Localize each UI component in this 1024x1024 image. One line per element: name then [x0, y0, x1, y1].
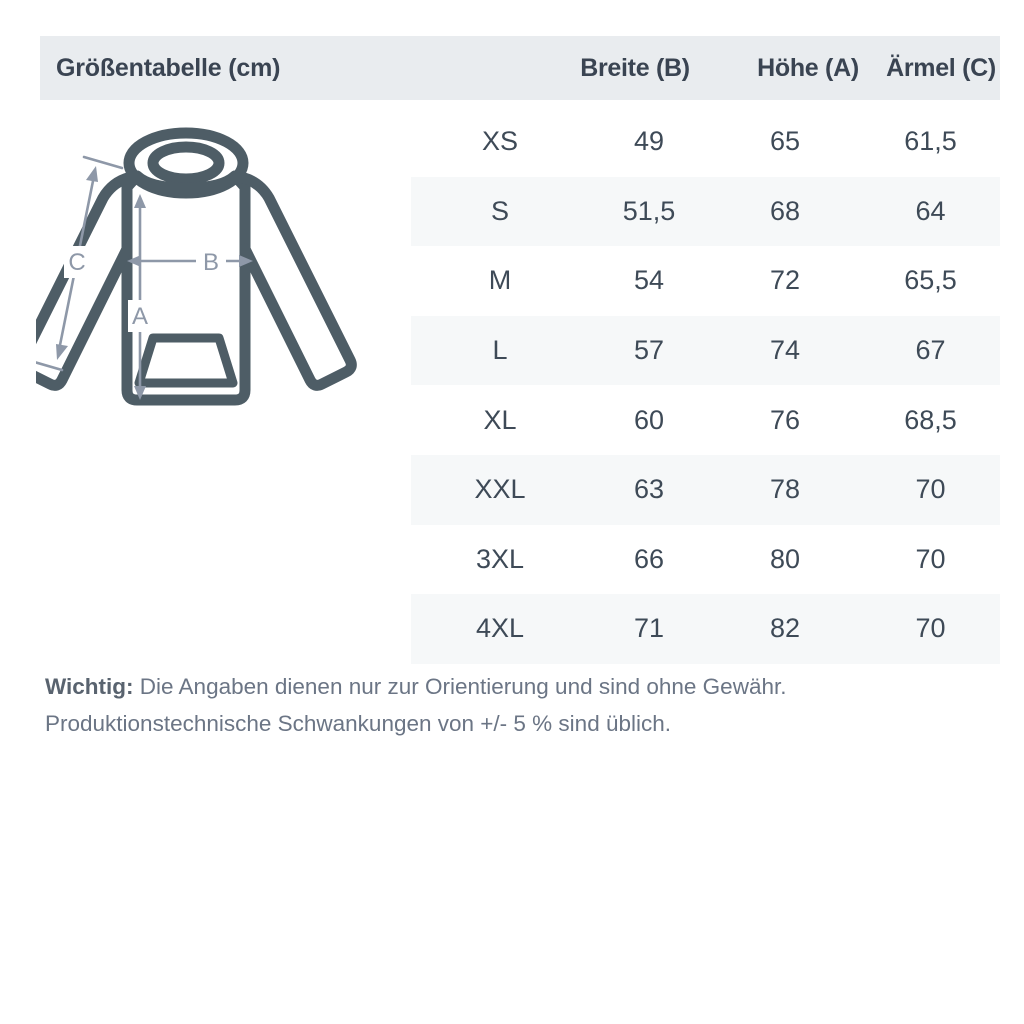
cell-aermel: 64 [915, 195, 946, 226]
cell-aermel: 61,5 [904, 126, 957, 157]
cell-aermel: 68,5 [904, 404, 957, 435]
hoodie-body [121, 170, 251, 406]
cell-breite: 57 [633, 335, 665, 366]
cell-hoehe: 80 [769, 543, 801, 574]
hood-inner [147, 141, 225, 185]
footnote: Wichtig: Die Angaben dienen nur zur Orie… [45, 668, 995, 742]
cell-size: XL [483, 404, 517, 435]
cell-size: L [492, 335, 508, 366]
cell-breite: 49 [633, 126, 665, 157]
label-a: A [132, 303, 148, 330]
dimension-b: B [127, 248, 253, 276]
footnote-lead: Wichtig: [45, 674, 134, 699]
cell-breite: 66 [633, 543, 665, 574]
left-sleeve [36, 170, 143, 391]
cell-breite: 51,5 [622, 195, 676, 226]
size-table-rows: XS 49 65 61,5 S 51,5 68 64 M 54 72 65,5 L 57 74 67 XL 60 7… [411, 107, 1000, 664]
cell-hoehe: 74 [769, 335, 801, 366]
cell-size: XXL [474, 474, 526, 505]
cell-breite: 71 [633, 613, 665, 644]
cell-hoehe: 82 [769, 613, 801, 644]
cell-breite: 60 [633, 404, 665, 435]
cell-aermel: 70 [915, 474, 946, 505]
table-row: XXL 63 78 70 [411, 454, 1000, 525]
table-row: 3XL 66 80 70 [411, 524, 1000, 595]
cell-size: 4XL [475, 613, 525, 644]
label-c: C [68, 249, 85, 276]
table-header-band: Größentabelle (cm) Breite (B) Höhe (A) Ä… [40, 36, 1000, 100]
cell-hoehe: 72 [769, 265, 801, 296]
cell-aermel: 70 [915, 613, 946, 644]
column-header-aermel: Ärmel (C) [886, 53, 996, 82]
column-header-breite: Breite (B) [580, 53, 690, 82]
page-title: Größentabelle (cm) [56, 53, 281, 82]
cell-hoehe: 68 [769, 195, 801, 226]
cell-size: XS [481, 126, 519, 157]
dimension-c: C [36, 155, 124, 372]
cell-aermel: 67 [915, 335, 946, 366]
dimension-annotations: B A [36, 155, 253, 400]
column-header-hoehe: Höhe (A) [757, 53, 859, 82]
table-row: M 54 72 65,5 [411, 246, 1000, 316]
cell-size: S [490, 195, 509, 226]
cell-hoehe: 76 [769, 404, 801, 435]
cell-size: 3XL [475, 543, 525, 574]
table-row: XS 49 65 61,5 [411, 107, 1000, 177]
table-row: 4XL 71 82 70 [411, 594, 1000, 664]
cell-size: M [488, 265, 512, 296]
cell-aermel: 65,5 [904, 265, 957, 296]
cell-hoehe: 65 [769, 126, 801, 157]
table-row: L 57 74 67 [411, 315, 1000, 386]
cell-breite: 63 [633, 474, 665, 505]
kangaroo-pocket [134, 333, 238, 388]
cell-hoehe: 78 [769, 474, 801, 505]
hoodie-icon [36, 127, 357, 406]
label-b: B [203, 249, 219, 276]
table-row: S 51,5 68 64 [411, 176, 1000, 247]
right-sleeve [229, 170, 357, 391]
hoodie-measurement-diagram: B A [36, 108, 408, 458]
dimension-a: A [128, 194, 154, 400]
footnote-text: Die Angaben dienen nur zur Orientierung … [45, 674, 787, 736]
cell-breite: 54 [633, 265, 665, 296]
cell-aermel: 70 [915, 543, 946, 574]
table-row: XL 60 76 68,5 [411, 385, 1000, 455]
